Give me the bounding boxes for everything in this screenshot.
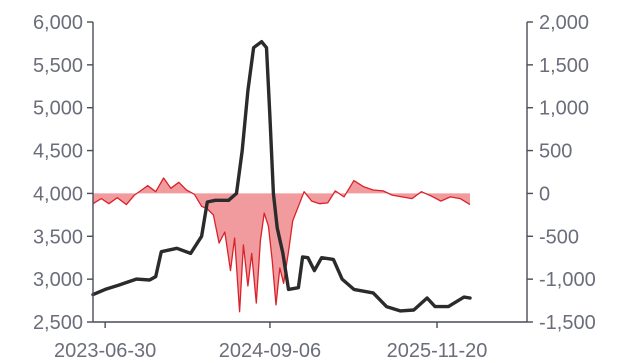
right-tick-label: 1,500 [539, 55, 589, 77]
right-tick-label: -1,500 [539, 312, 596, 334]
x-tick-label: 2024-09-06 [219, 340, 321, 362]
left-tick-label: 5,000 [33, 98, 83, 120]
x-tick-label: 2023-06-30 [54, 340, 156, 362]
x-tick-label: 2025-11-20 [387, 340, 488, 362]
right-tick-label: 500 [539, 141, 572, 163]
left-tick-label: 4,000 [33, 183, 83, 205]
series-0-line [91, 40, 472, 313]
right-tick-label: 2,000 [539, 12, 589, 34]
line-series-layer [91, 40, 472, 313]
axes [92, 22, 528, 323]
left-tick-label: 2,500 [33, 312, 83, 334]
left-tick-label: 5,500 [33, 55, 83, 77]
left-tick-label: 3,000 [33, 269, 83, 291]
right-tick-label: -1,000 [539, 269, 596, 291]
right-tick-label: 0 [539, 183, 550, 205]
right-tick-label: -500 [539, 226, 579, 248]
left-tick-label: 4,500 [33, 141, 83, 163]
tick-labels: 2,500 3,000 3,500 4,000 4,500 5,000 5,500 6,000… [33, 12, 596, 362]
left-tick-label: 3,500 [33, 226, 83, 248]
series-1-outline [92, 177, 471, 313]
left-tick-label: 6,000 [33, 12, 83, 34]
right-tick-label: 1,000 [539, 98, 589, 120]
